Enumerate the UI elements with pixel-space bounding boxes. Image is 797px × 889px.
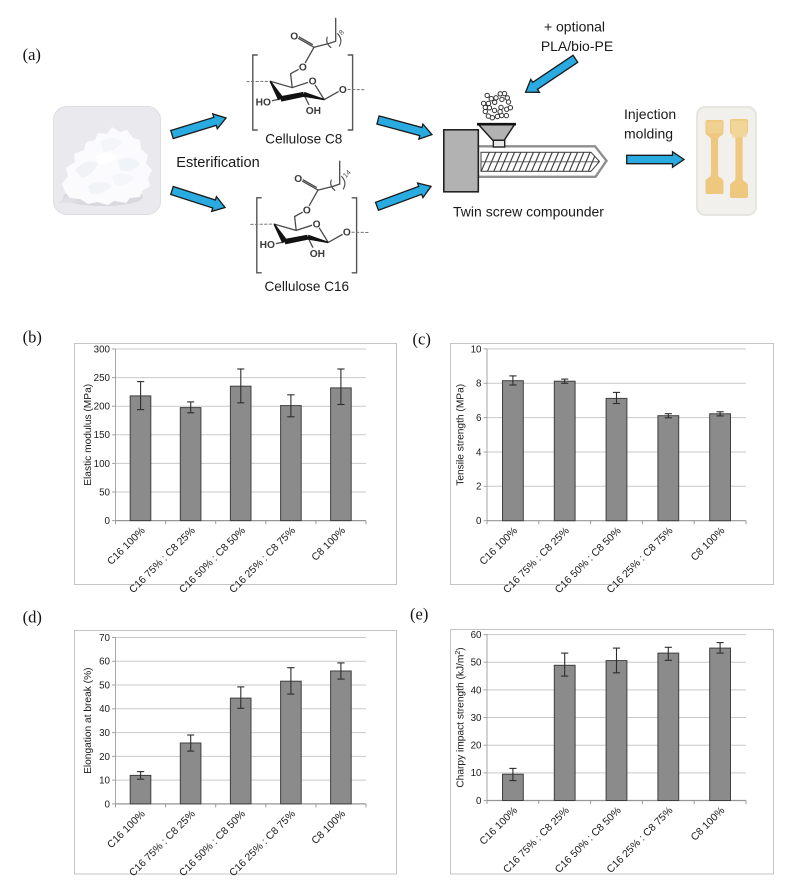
svg-text:C16 100%: C16 100% (106, 809, 148, 851)
svg-text:8: 8 (338, 29, 346, 37)
svg-text:300: 300 (94, 344, 111, 355)
svg-text:50: 50 (471, 658, 482, 669)
svg-text:6: 6 (476, 413, 482, 424)
svg-text:O: O (303, 206, 311, 217)
svg-text:150: 150 (94, 430, 111, 441)
svg-text:C16 100%: C16 100% (106, 525, 148, 567)
svg-text:(c): (c) (413, 330, 431, 349)
svg-text:C8 100%: C8 100% (689, 526, 727, 564)
svg-text:C16 100%: C16 100% (478, 805, 520, 847)
svg-text:60: 60 (471, 630, 482, 641)
svg-text:40: 40 (471, 685, 482, 696)
svg-text:0: 0 (476, 796, 482, 807)
svg-text:30: 30 (471, 713, 482, 724)
svg-text:Elastic modulus (MPa): Elastic modulus (MPa) (83, 384, 94, 486)
svg-text:14: 14 (342, 169, 353, 180)
svg-text:Cellulose C8: Cellulose C8 (265, 132, 342, 147)
svg-text:HO: HO (260, 240, 275, 251)
svg-text:(a): (a) (23, 45, 41, 64)
svg-text:O: O (343, 228, 351, 239)
svg-text:C8 100%: C8 100% (310, 525, 348, 563)
svg-text:+ optional: + optional (544, 19, 605, 35)
svg-text:40: 40 (99, 704, 110, 715)
svg-text:0: 0 (476, 516, 482, 527)
svg-text:C8 100%: C8 100% (310, 809, 348, 847)
svg-text:Elongation at break (%): Elongation at break (%) (83, 667, 94, 773)
svg-text:OH: OH (310, 249, 325, 260)
svg-text:Twin screw compounder: Twin screw compounder (453, 204, 604, 220)
svg-text:Charpy impact strength (kJ/m2): Charpy impact strength (kJ/m2) (455, 647, 467, 787)
svg-text:PLA/bio-PE: PLA/bio-PE (541, 38, 613, 54)
svg-text:O: O (299, 63, 307, 74)
svg-text:4: 4 (476, 447, 482, 458)
svg-text:50: 50 (99, 680, 110, 691)
svg-text:8: 8 (476, 379, 482, 390)
svg-text:(b): (b) (23, 328, 42, 347)
svg-text:Tensile strength (MPa): Tensile strength (MPa) (456, 384, 467, 486)
svg-text:200: 200 (94, 402, 111, 413)
svg-text:OH: OH (306, 106, 321, 117)
svg-text:20: 20 (99, 752, 110, 763)
svg-text:O: O (294, 174, 302, 185)
svg-text:250: 250 (94, 373, 111, 384)
svg-text:50: 50 (99, 487, 110, 498)
svg-text:O: O (309, 77, 317, 88)
svg-text:O: O (339, 85, 347, 96)
svg-text:C8 100%: C8 100% (689, 805, 727, 843)
svg-text:Esterification: Esterification (176, 155, 260, 171)
svg-text:10: 10 (471, 344, 482, 355)
svg-text:O: O (313, 219, 321, 230)
svg-text:20: 20 (471, 741, 482, 752)
svg-text:100: 100 (94, 459, 111, 470)
svg-text:(e): (e) (410, 605, 428, 624)
svg-text:10: 10 (99, 776, 110, 787)
svg-text:Cellulose C16: Cellulose C16 (264, 279, 349, 294)
svg-text:HO: HO (256, 97, 271, 108)
svg-text:30: 30 (99, 728, 110, 739)
svg-text:10: 10 (471, 768, 482, 779)
svg-text:(d): (d) (23, 608, 42, 627)
svg-text:molding: molding (624, 126, 673, 142)
svg-text:60: 60 (99, 657, 110, 668)
svg-text:C16 100%: C16 100% (478, 526, 520, 568)
svg-text:0: 0 (105, 799, 111, 810)
svg-text:2: 2 (476, 482, 481, 493)
svg-text:O: O (290, 31, 298, 42)
svg-text:Injection: Injection (624, 106, 676, 122)
svg-text:0: 0 (105, 516, 111, 527)
svg-text:70: 70 (99, 633, 110, 644)
